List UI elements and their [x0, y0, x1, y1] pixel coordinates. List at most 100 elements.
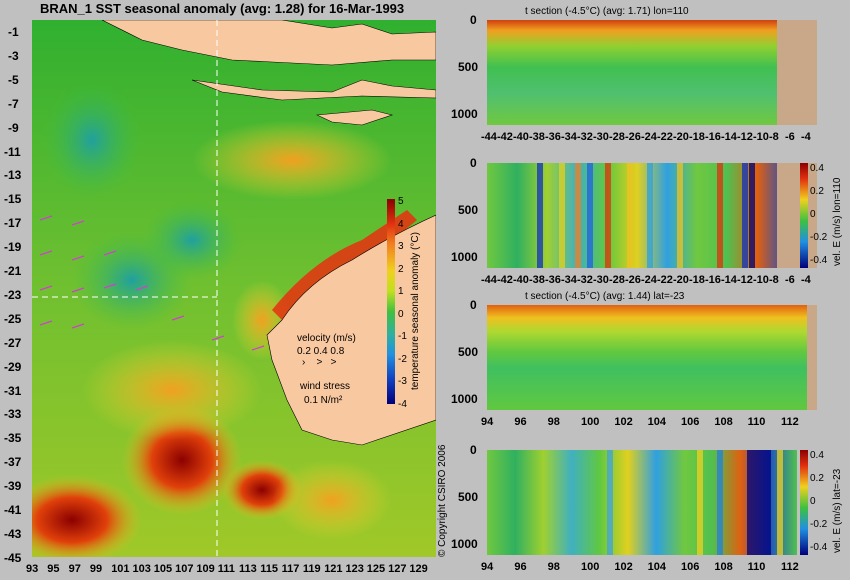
map-lon-tick: 121	[324, 563, 343, 575]
map-lat-tick: -39	[4, 479, 22, 494]
section-x-tick: -14	[721, 274, 737, 286]
section-x-tick: -24	[641, 274, 657, 286]
section-y-tick: 0	[470, 298, 477, 312]
map-lat-tick: -21	[4, 264, 22, 278]
section-x-tick: 94	[481, 561, 494, 573]
map-lon-tick: 117	[281, 563, 300, 575]
section-x-tick: -22	[657, 274, 673, 286]
section-x-tick: -16	[705, 131, 721, 143]
map-lon-tick: 125	[366, 563, 386, 575]
sst-colorbar-tick: -4	[398, 398, 407, 410]
map-lat-tick: -7	[8, 96, 19, 111]
velocity-colorbar-tick: -0.4	[810, 542, 828, 553]
map-lon-tick: 95	[47, 563, 60, 575]
section-x-tick: -26	[625, 274, 641, 286]
section-x-tick: -18	[689, 131, 705, 143]
velocity-colorbar-tick: -0.2	[810, 519, 828, 530]
section-x-tick: -8	[769, 131, 779, 143]
map-lon-tick: 109	[196, 563, 215, 575]
section-velocity-band	[575, 163, 581, 268]
section-velocity-band	[537, 163, 543, 268]
section-x-tick: 102	[614, 416, 633, 428]
section-y-tick: 0	[470, 156, 477, 170]
section-x-tick: -36	[545, 131, 561, 143]
sst-anomaly-map	[32, 20, 436, 557]
map-lon-tick: 111	[217, 563, 235, 575]
map-lon-tick: 123	[345, 563, 364, 575]
map-lat-tick: -23	[4, 287, 22, 302]
sst-colorbar-tick: -3	[398, 376, 407, 387]
sst-colorbar-tick: 4	[398, 218, 404, 230]
section-x-tick: -24	[641, 131, 657, 143]
copyright-text: © Copyright CSIRO 2006	[437, 444, 448, 557]
velocity-colorbar	[800, 450, 808, 555]
section-x-tick: -10	[753, 131, 769, 143]
sst-colorbar-tick: 0	[398, 308, 404, 320]
section-velocity-band	[627, 163, 633, 268]
section-y-tick: 1000	[451, 537, 478, 551]
section-y-tick: 500	[458, 203, 479, 217]
sst-colorbar-tick: 2	[398, 263, 404, 275]
section-x-tick: -40	[513, 131, 529, 143]
section-x-tick: -34	[561, 131, 577, 143]
map-lat-tick: -15	[4, 192, 22, 207]
section-x-tick: -42	[497, 131, 513, 143]
section-velocity-band	[647, 163, 653, 268]
sst-colorbar-tick: 5	[398, 196, 404, 207]
section-y-tick: 0	[470, 443, 477, 457]
map-lon-tick: 103	[132, 563, 151, 575]
section-x-tick: -38	[529, 131, 545, 143]
section-title: t section (-4.5°C) (avg: 1.71) lon=110	[525, 6, 689, 17]
section-x-tick: -44	[481, 131, 497, 143]
section-plot-1	[487, 20, 817, 125]
map-lat-tick: -31	[4, 383, 22, 398]
section-velocity-band	[717, 163, 723, 268]
velocity-colorbar-tick: 0	[810, 496, 816, 507]
map-lon-tick: 105	[153, 563, 173, 575]
section-y-tick: 1000	[451, 392, 478, 406]
map-lat-tick: -45	[4, 550, 22, 565]
section-x-tick: -4	[801, 131, 811, 143]
map-lat-tick: -43	[4, 526, 22, 541]
map-lat-tick: -3	[8, 48, 19, 63]
velocity-colorbar	[800, 163, 808, 268]
map-lat-tick: -11	[4, 144, 21, 159]
section-velocity-band	[697, 450, 703, 555]
section-x-tick: -12	[737, 131, 753, 143]
map-lat-tick: -41	[4, 503, 22, 517]
velocity-legend-label: velocity (m/s)	[297, 333, 356, 344]
section-velocity-band	[742, 163, 748, 268]
section-x-tick: 102	[614, 561, 633, 573]
section-x-tick: 110	[747, 561, 766, 573]
map-lon-tick: 99	[89, 563, 103, 575]
velocity-colorbar-tick: 0.2	[810, 186, 824, 197]
map-lat-tick: -9	[8, 120, 19, 135]
section-x-tick: 108	[714, 561, 733, 573]
section-plot-4	[487, 450, 797, 555]
velocity-colorbar-label: vel. E (m/s) lon=110	[832, 177, 843, 266]
velocity-colorbar-label: vel. E (m/s) lat=-23	[832, 468, 843, 553]
section-x-tick: -28	[609, 131, 625, 143]
map-lat-tick: -27	[4, 335, 22, 350]
section-velocity-band	[677, 163, 683, 268]
section-x-tick: 98	[547, 561, 560, 573]
section-x-tick: -10	[753, 274, 769, 286]
section-x-tick: -44	[481, 274, 497, 286]
section-x-tick: 112	[781, 416, 799, 428]
section-x-tick: -30	[593, 131, 609, 143]
map-lon-tick: 113	[239, 563, 257, 575]
section-x-tick: -42	[497, 274, 513, 286]
section-land-mask	[777, 20, 817, 125]
map-lon-tick: 107	[175, 563, 194, 575]
section-x-tick: 112	[781, 561, 799, 573]
sst-colorbar-tick: 1	[398, 286, 404, 297]
map-lat-tick: -25	[4, 311, 22, 326]
section-x-tick: 100	[581, 561, 600, 573]
section-x-tick: 104	[647, 561, 667, 573]
map-lat-tick: -5	[8, 72, 19, 87]
section-x-tick: 96	[514, 416, 527, 428]
section-x-tick: -14	[721, 131, 737, 143]
section-x-tick: -12	[737, 274, 753, 286]
section-x-tick: -22	[657, 131, 673, 143]
section-plot-2	[487, 163, 817, 268]
